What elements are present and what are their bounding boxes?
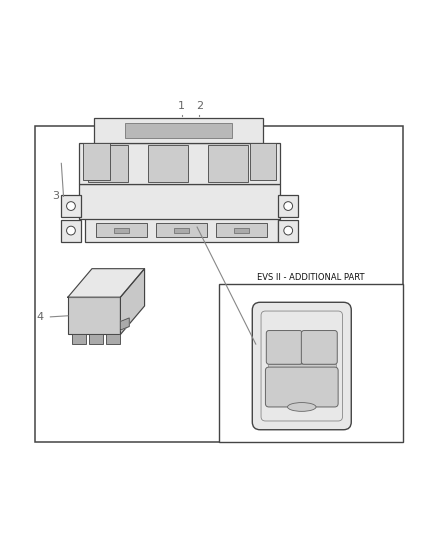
Text: 1: 1	[178, 101, 185, 111]
FancyBboxPatch shape	[252, 302, 351, 430]
Bar	[83, 142, 110, 180]
FancyBboxPatch shape	[266, 330, 302, 364]
Circle shape	[284, 201, 293, 211]
Bar	[234, 228, 249, 233]
Circle shape	[284, 226, 293, 235]
Bar	[106, 334, 120, 344]
Bar	[94, 118, 263, 142]
Bar	[148, 145, 188, 182]
Bar	[68, 297, 120, 334]
Bar	[79, 142, 280, 184]
Bar	[61, 220, 81, 241]
Polygon shape	[68, 269, 145, 297]
Text: 4: 4	[37, 312, 44, 322]
Bar	[268, 364, 336, 372]
Bar	[174, 228, 189, 233]
Text: EVS II - ADDITIONAL PART: EVS II - ADDITIONAL PART	[257, 273, 365, 282]
Bar	[156, 223, 207, 237]
Bar	[250, 142, 276, 180]
Bar	[278, 220, 298, 241]
Ellipse shape	[287, 402, 316, 411]
Circle shape	[67, 226, 75, 235]
Bar	[278, 195, 298, 217]
Text: 3: 3	[52, 191, 59, 201]
Text: 2: 2	[196, 101, 203, 111]
Bar	[88, 145, 128, 182]
Bar	[85, 219, 278, 243]
FancyBboxPatch shape	[265, 367, 338, 407]
Circle shape	[67, 201, 75, 211]
Bar	[35, 126, 403, 442]
Bar	[72, 334, 86, 344]
Polygon shape	[120, 318, 129, 330]
Bar	[216, 223, 267, 237]
Bar	[96, 223, 147, 237]
Bar	[114, 228, 129, 233]
Bar	[219, 284, 403, 442]
Bar	[79, 184, 280, 219]
Bar	[61, 195, 81, 217]
Bar	[89, 334, 103, 344]
Bar	[125, 123, 232, 138]
Text: 5: 5	[186, 222, 193, 232]
FancyBboxPatch shape	[301, 330, 337, 364]
Polygon shape	[120, 269, 145, 334]
Bar	[208, 145, 248, 182]
